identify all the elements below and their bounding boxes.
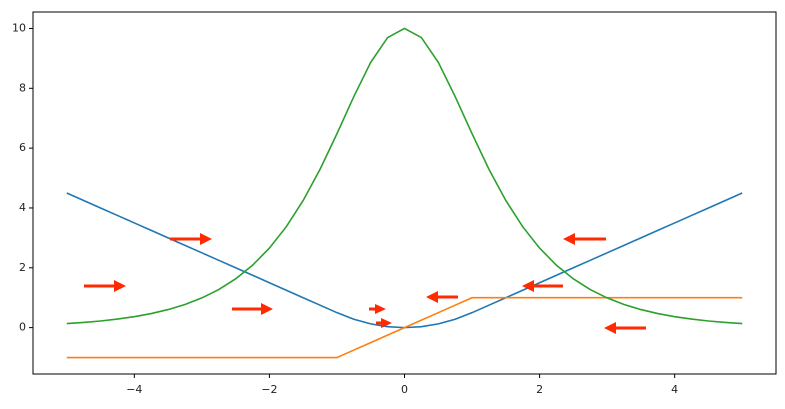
arrow-head (381, 318, 392, 328)
y-tick-label: 4 (19, 201, 26, 214)
y-tick-label: 0 (19, 321, 26, 334)
y-tick-label: 2 (19, 261, 26, 274)
line (66, 192, 743, 329)
arrow-head (200, 233, 212, 245)
x-tick-label: −4 (126, 383, 142, 396)
arrow-head (563, 233, 575, 245)
arrows (84, 233, 646, 334)
arrow-head (604, 322, 616, 334)
line (66, 296, 743, 359)
y-tick-label: 10 (12, 21, 26, 34)
arrow-head (114, 280, 126, 292)
arrow-head (261, 303, 273, 315)
arrow-head (375, 304, 386, 314)
arrow-head (522, 280, 534, 292)
y-tick-label: 6 (19, 141, 26, 154)
x-tick-label: −2 (261, 383, 277, 396)
arrow-head (426, 291, 438, 303)
x-tick-label: 0 (401, 383, 408, 396)
plot-frame (32, 11, 777, 375)
y-tick-label: 8 (19, 81, 26, 94)
x-tick-label: 2 (536, 383, 543, 396)
x-tick-label: 4 (671, 383, 678, 396)
line (66, 27, 743, 325)
